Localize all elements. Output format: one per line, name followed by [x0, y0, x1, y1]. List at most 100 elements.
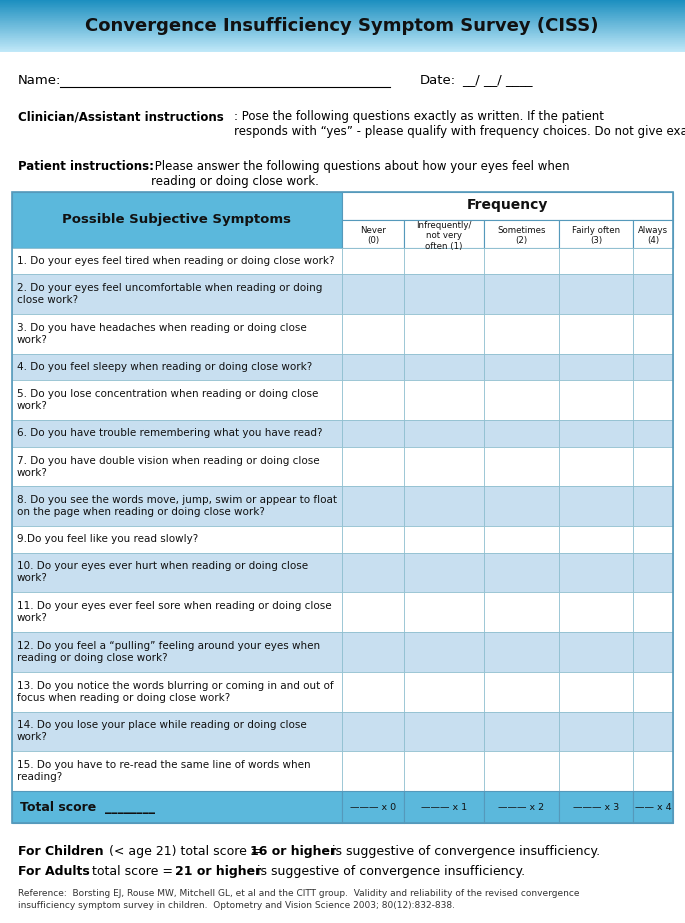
- Bar: [484, 526, 559, 553]
- Bar: [0, 43, 685, 44]
- Bar: [633, 791, 673, 823]
- Bar: [342, 791, 404, 823]
- Bar: [559, 248, 633, 274]
- Bar: [0, 15, 685, 16]
- Bar: [0, 45, 685, 47]
- Bar: [404, 553, 484, 593]
- Text: Sometimes
(2): Sometimes (2): [497, 226, 546, 246]
- Text: Patient instructions:: Patient instructions:: [18, 160, 154, 173]
- Text: 12. Do you feel a “pulling” feeling around your eyes when
reading or doing close: 12. Do you feel a “pulling” feeling arou…: [17, 641, 320, 663]
- Bar: [0, 34, 685, 36]
- Bar: [342, 672, 404, 712]
- Text: For Adults: For Adults: [18, 865, 90, 878]
- Text: Fairly often
(3): Fairly often (3): [572, 226, 620, 246]
- Bar: [633, 712, 673, 751]
- Bar: [0, 10, 685, 12]
- Bar: [342, 632, 404, 672]
- Bar: [12, 380, 342, 420]
- Bar: [559, 314, 633, 354]
- Bar: [0, 23, 685, 24]
- Bar: [12, 751, 342, 791]
- Text: (< age 21) total score =: (< age 21) total score =: [105, 845, 266, 858]
- Bar: [0, 26, 685, 27]
- Bar: [484, 791, 559, 823]
- Bar: [0, 28, 685, 29]
- Bar: [0, 2, 685, 4]
- Bar: [0, 48, 685, 50]
- Bar: [559, 486, 633, 526]
- Bar: [342, 593, 404, 632]
- Bar: [404, 354, 484, 380]
- Bar: [342, 751, 404, 791]
- Bar: [0, 19, 685, 21]
- Bar: [633, 447, 673, 486]
- Bar: [559, 274, 633, 314]
- Bar: [484, 712, 559, 751]
- Bar: [484, 220, 559, 248]
- Bar: [559, 672, 633, 712]
- Text: ——— x 0: ——— x 0: [350, 802, 396, 811]
- Bar: [0, 48, 685, 49]
- Bar: [0, 16, 685, 17]
- Bar: [559, 380, 633, 420]
- Text: 9.Do you feel like you read slowly?: 9.Do you feel like you read slowly?: [17, 534, 198, 545]
- Bar: [0, 10, 685, 11]
- Bar: [0, 42, 685, 43]
- Bar: [633, 486, 673, 526]
- Text: 5. Do you lose concentration when reading or doing close
work?: 5. Do you lose concentration when readin…: [17, 390, 319, 412]
- Bar: [633, 632, 673, 672]
- Bar: [0, 24, 685, 25]
- Bar: [484, 248, 559, 274]
- Bar: [484, 314, 559, 354]
- Bar: [0, 35, 685, 36]
- Text: 15. Do you have to re-read the same line of words when
reading?: 15. Do you have to re-read the same line…: [17, 761, 310, 782]
- Text: is suggestive of convergence insufficiency.: is suggestive of convergence insufficien…: [328, 845, 600, 858]
- Bar: [342, 553, 404, 593]
- Bar: [0, 13, 685, 14]
- Bar: [0, 33, 685, 34]
- Bar: [12, 593, 342, 632]
- Text: 3. Do you have headaches when reading or doing close
work?: 3. Do you have headaches when reading or…: [17, 323, 307, 345]
- Text: 7. Do you have double vision when reading or doing close
work?: 7. Do you have double vision when readin…: [17, 456, 320, 477]
- Bar: [559, 632, 633, 672]
- Bar: [0, 5, 685, 6]
- Bar: [0, 50, 685, 52]
- Bar: [0, 8, 685, 9]
- Bar: [0, 50, 685, 51]
- Bar: [0, 47, 685, 48]
- Text: Always
(4): Always (4): [638, 226, 668, 246]
- Bar: [12, 192, 673, 823]
- Text: Never
(0): Never (0): [360, 226, 386, 246]
- Bar: [0, 0, 685, 1]
- Bar: [0, 51, 685, 52]
- Bar: [342, 248, 404, 274]
- Text: 11. Do your eyes ever feel sore when reading or doing close
work?: 11. Do your eyes ever feel sore when rea…: [17, 601, 332, 623]
- Bar: [559, 420, 633, 447]
- Bar: [484, 380, 559, 420]
- Bar: [0, 38, 685, 39]
- Bar: [0, 32, 685, 33]
- Bar: [484, 420, 559, 447]
- Bar: [559, 712, 633, 751]
- Bar: [633, 274, 673, 314]
- Bar: [0, 24, 685, 25]
- Bar: [0, 1, 685, 2]
- Bar: [0, 29, 685, 30]
- Bar: [484, 751, 559, 791]
- Bar: [633, 354, 673, 380]
- Bar: [404, 632, 484, 672]
- Bar: [0, 39, 685, 40]
- Bar: [0, 17, 685, 18]
- Bar: [342, 420, 404, 447]
- Text: Reference:  Borsting EJ, Rouse MW, Mitchell GL, et al and the CITT group.  Valid: Reference: Borsting EJ, Rouse MW, Mitche…: [18, 889, 580, 910]
- Bar: [404, 751, 484, 791]
- Bar: [0, 21, 685, 23]
- Bar: [0, 41, 685, 42]
- Bar: [0, 4, 685, 5]
- Bar: [0, 17, 685, 18]
- Bar: [404, 380, 484, 420]
- Bar: [342, 486, 404, 526]
- Bar: [0, 9, 685, 10]
- Bar: [559, 447, 633, 486]
- Bar: [0, 39, 685, 41]
